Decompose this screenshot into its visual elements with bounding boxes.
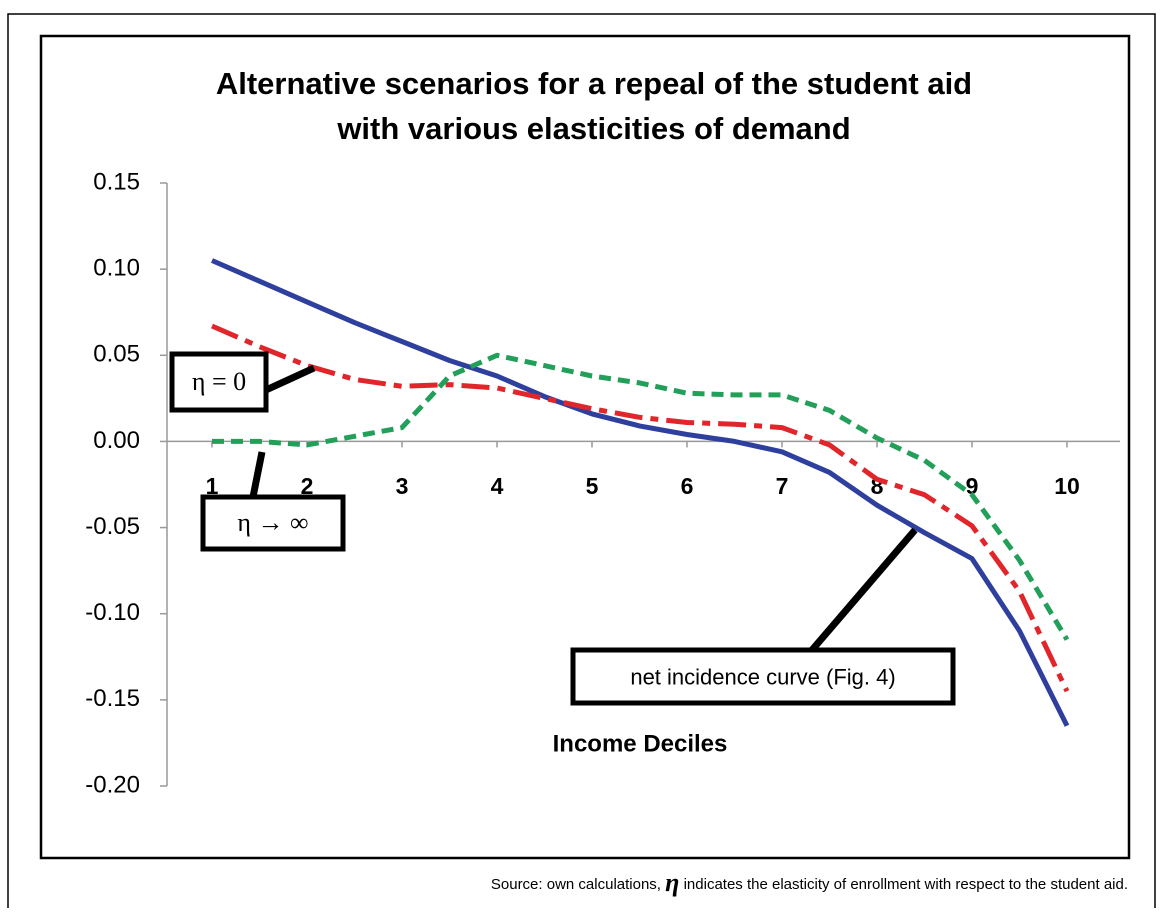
x-tick-label: 6: [681, 473, 694, 499]
annotation-box: [200, 494, 346, 552]
annotation-label: η = 0: [192, 367, 246, 396]
page-frame: [7, 13, 1156, 908]
x-tick-label: 10: [1054, 473, 1080, 499]
y-tick-label: -0.20: [85, 771, 140, 798]
y-tick-label: 0.00: [93, 427, 140, 454]
source-prefix: Source: own calculations,: [491, 876, 661, 893]
x-tick-label: 5: [586, 473, 599, 499]
x-tick-label: 2: [301, 473, 314, 499]
series-line: [211, 323, 1070, 693]
y-tick-label: -0.10: [85, 599, 140, 626]
x-tick-label: 9: [966, 473, 979, 499]
chart-frame: [39, 34, 1131, 860]
series-line: [211, 258, 1070, 727]
annotation-leader: [264, 364, 316, 394]
chart-title: with various elasticities of demand: [336, 111, 850, 146]
annotation-leader: [249, 451, 266, 498]
x-tick-label: 1: [206, 473, 219, 499]
source-symbol: η: [665, 868, 679, 897]
chart-title: Alternative scenarios for a repeal of th…: [216, 66, 972, 101]
annotation-leader: [809, 527, 918, 653]
y-tick-label: -0.05: [85, 513, 140, 540]
y-tick-label: 0.10: [93, 254, 140, 281]
y-tick-label: -0.15: [85, 685, 140, 712]
annotation-box: [169, 351, 269, 413]
x-tick-label: 4: [491, 473, 504, 499]
x-axis-label: Income Deciles: [553, 730, 728, 757]
annotation-label: η → ∞: [237, 508, 308, 537]
source-note: Source: own calculations, η indicates th…: [491, 868, 1128, 897]
annotation-box: [570, 647, 956, 706]
source-suffix: indicates the elasticity of enrollment w…: [684, 876, 1128, 893]
x-tick-label: 7: [776, 473, 789, 499]
y-tick-label: 0.15: [93, 168, 140, 195]
series-line: [212, 352, 1070, 641]
x-tick-label: 3: [396, 473, 409, 499]
y-tick-label: 0.05: [93, 341, 140, 368]
annotation-label: net incidence curve (Fig. 4): [630, 664, 895, 689]
